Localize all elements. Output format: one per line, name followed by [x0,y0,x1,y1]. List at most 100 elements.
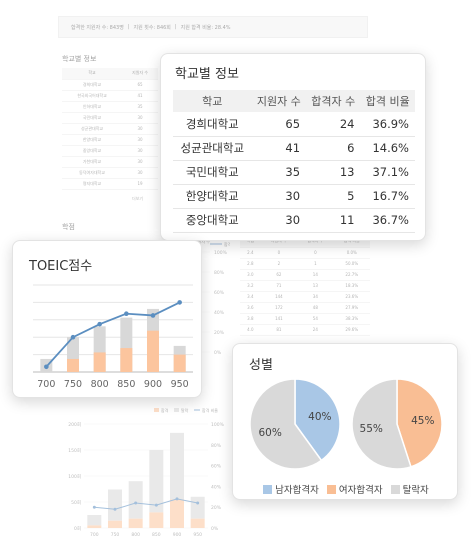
trend-point [124,311,129,317]
table-row: 동덕여자대학교 30 [62,167,158,179]
bg-grade-cell: 141 [260,313,298,325]
bar-passed [93,352,106,372]
gender-legend: 남자합격자 여자합격자 탈락자 [233,482,459,496]
bg-school-name: 명지대학교 [62,178,123,190]
table-row: 3.8 141 54 38.3% [240,313,370,325]
pass-rate-line [94,498,198,510]
tick-label: 100% [214,250,228,256]
table-row: 경희대학교 65 24 36.9% [173,112,415,137]
bg-grade-cell: 18.3% [333,280,370,292]
trend-point [97,321,102,327]
x-tick-label: 900 [173,532,182,538]
bar-passed [120,348,133,372]
applicants-count: 65 [251,112,307,137]
bg-school-count: 65 [122,79,158,91]
bg-school-count: 30 [122,167,158,179]
bg-school-name: 경희대학교 [62,79,123,91]
bg-school-name: 중앙대학교 [62,145,123,157]
x-tick-label: 750 [111,532,120,538]
passed-count: 24 [306,112,361,137]
col-passed: 합격자 수 [306,90,361,112]
bg-grade-cell: 29.6% [333,324,370,336]
applicants-count: 30 [251,184,307,209]
bg-grade-cell: 14 [297,269,334,281]
pass-rate-point [134,501,138,505]
x-tick-label: 950 [193,532,202,538]
legend-swatch [390,484,400,494]
table-row: 국민대학교 35 13 37.1% [173,160,415,185]
table-row: 중앙대학교 30 11 36.7% [173,208,415,233]
bg-school-name: 한국외국어대학교 [62,90,123,102]
table-row: 국민대학교 30 [62,112,158,124]
bar-passed [128,518,143,528]
x-tick-label: 850 [117,379,135,390]
bg-school-name: 가천대학교 [62,156,123,168]
table-row: 3.0 62 14 22.7% [240,269,370,281]
bg-grade-cell: 0 [260,247,298,259]
bg-school-count: 30 [122,145,158,157]
legend-swatch [263,484,273,494]
toeic-score-card: TOEIC점수 700 750 800 850 900 950 [12,240,202,398]
x-tick-label: 950 [171,379,189,390]
legend-item-female: 여자합격자 [326,482,383,496]
table-row: 2.4 0 0 0.0% [240,247,370,259]
tick-label: 100회 [68,473,81,480]
bg-grade-cell: 24 [297,324,334,336]
legend-label: 남자합격자 [275,485,319,496]
table-row: 명지대학교 19 [62,178,158,190]
bg-school-heading: 학교별 정보 [62,55,97,63]
tick-label: 20% [214,330,225,336]
pie-slice [396,378,443,468]
passed-count: 6 [306,136,361,161]
passed-count: 5 [306,184,361,209]
bg-grade-heading: 학점 [62,223,75,231]
bg-school-table: 학교 지원자 수 경희대학교 65 한국외국어대학교 41 인하대학교 35 국민대학교 30 성… [62,68,158,190]
bar-rejected [108,489,122,521]
pass-rate: 36.7% [360,208,415,233]
table-row: 한국외국어대학교 41 [62,90,158,102]
legend-label: 여자합격자 [338,485,383,496]
legend-label: 합격 [161,407,169,413]
pass-rate: 37.1% [360,160,415,185]
legend-swatch [174,408,179,412]
x-tick-label: 850 [152,532,161,538]
legend-item-male: 남자합격자 [263,482,319,496]
x-tick-label: 800 [91,379,109,390]
pie-label: 45% [411,415,434,427]
tick-label: 60% [214,290,225,296]
bg-grade-cell: 3.2 [240,280,261,292]
table-row: 한양대학교 30 5 16.7% [173,184,415,209]
bg-grade-cell: 27.9% [333,302,370,314]
trend-point [150,313,156,318]
applicants-count: 30 [251,208,307,233]
bg-grade-cell: 3.8 [240,313,261,325]
bg-grade-cell: 144 [260,291,298,303]
bg-grade-cell: 23.6% [333,291,370,303]
bar-rejected [190,496,205,519]
tick-label: 150회 [68,447,81,454]
applicants-count: 41 [251,136,307,161]
tick-label: 80% [214,270,225,276]
pass-rate: 16.7% [360,184,415,209]
tick-label: 100% [211,422,225,428]
bar-passed [190,518,205,528]
school-table: 학교 지원자 수 합격자 수 합격 비율 경희대학교 65 24 36.9% 성… [173,90,415,233]
bg-school-count: 41 [122,90,158,102]
pass-rate: 36.9% [360,112,415,137]
bg-grade-cell: 54 [297,313,334,325]
tick-label: 0회 [74,525,81,532]
bg-school-count: 30 [122,156,158,168]
bg-grade-cell: 81 [260,324,298,336]
bar-rejected [128,481,143,519]
toeic-card-title: TOEIC점수 [29,259,93,274]
gender-pie-chart: 40% 60% 45% 55% [249,378,443,470]
pass-rate-point [196,501,200,505]
more-link[interactable]: 더보기 [132,196,144,201]
legend-label: 탈락자 [402,485,429,496]
table-row: 3.6 172 48 27.9% [240,302,370,314]
bg-col-header: 지원자 수 [122,68,158,80]
bg-grade-cell: 2 [260,258,298,270]
bg-grade-cell: 3.4 [240,291,261,303]
table-row: 중앙대학교 30 [62,145,158,157]
